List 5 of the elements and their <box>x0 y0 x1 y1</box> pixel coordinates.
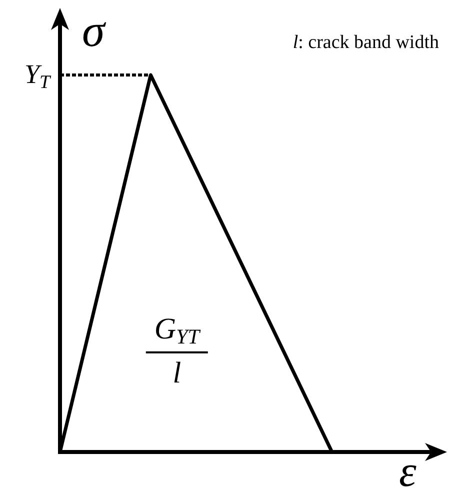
annotation: G$_{YT}$ l <box>154 312 201 390</box>
y-axis-title: σ <box>82 5 107 56</box>
ref-line-label: Y$_{T}$ <box>24 59 52 93</box>
text: l: crack band width <box>292 32 440 53</box>
x-axis-title: ε <box>399 447 417 492</box>
